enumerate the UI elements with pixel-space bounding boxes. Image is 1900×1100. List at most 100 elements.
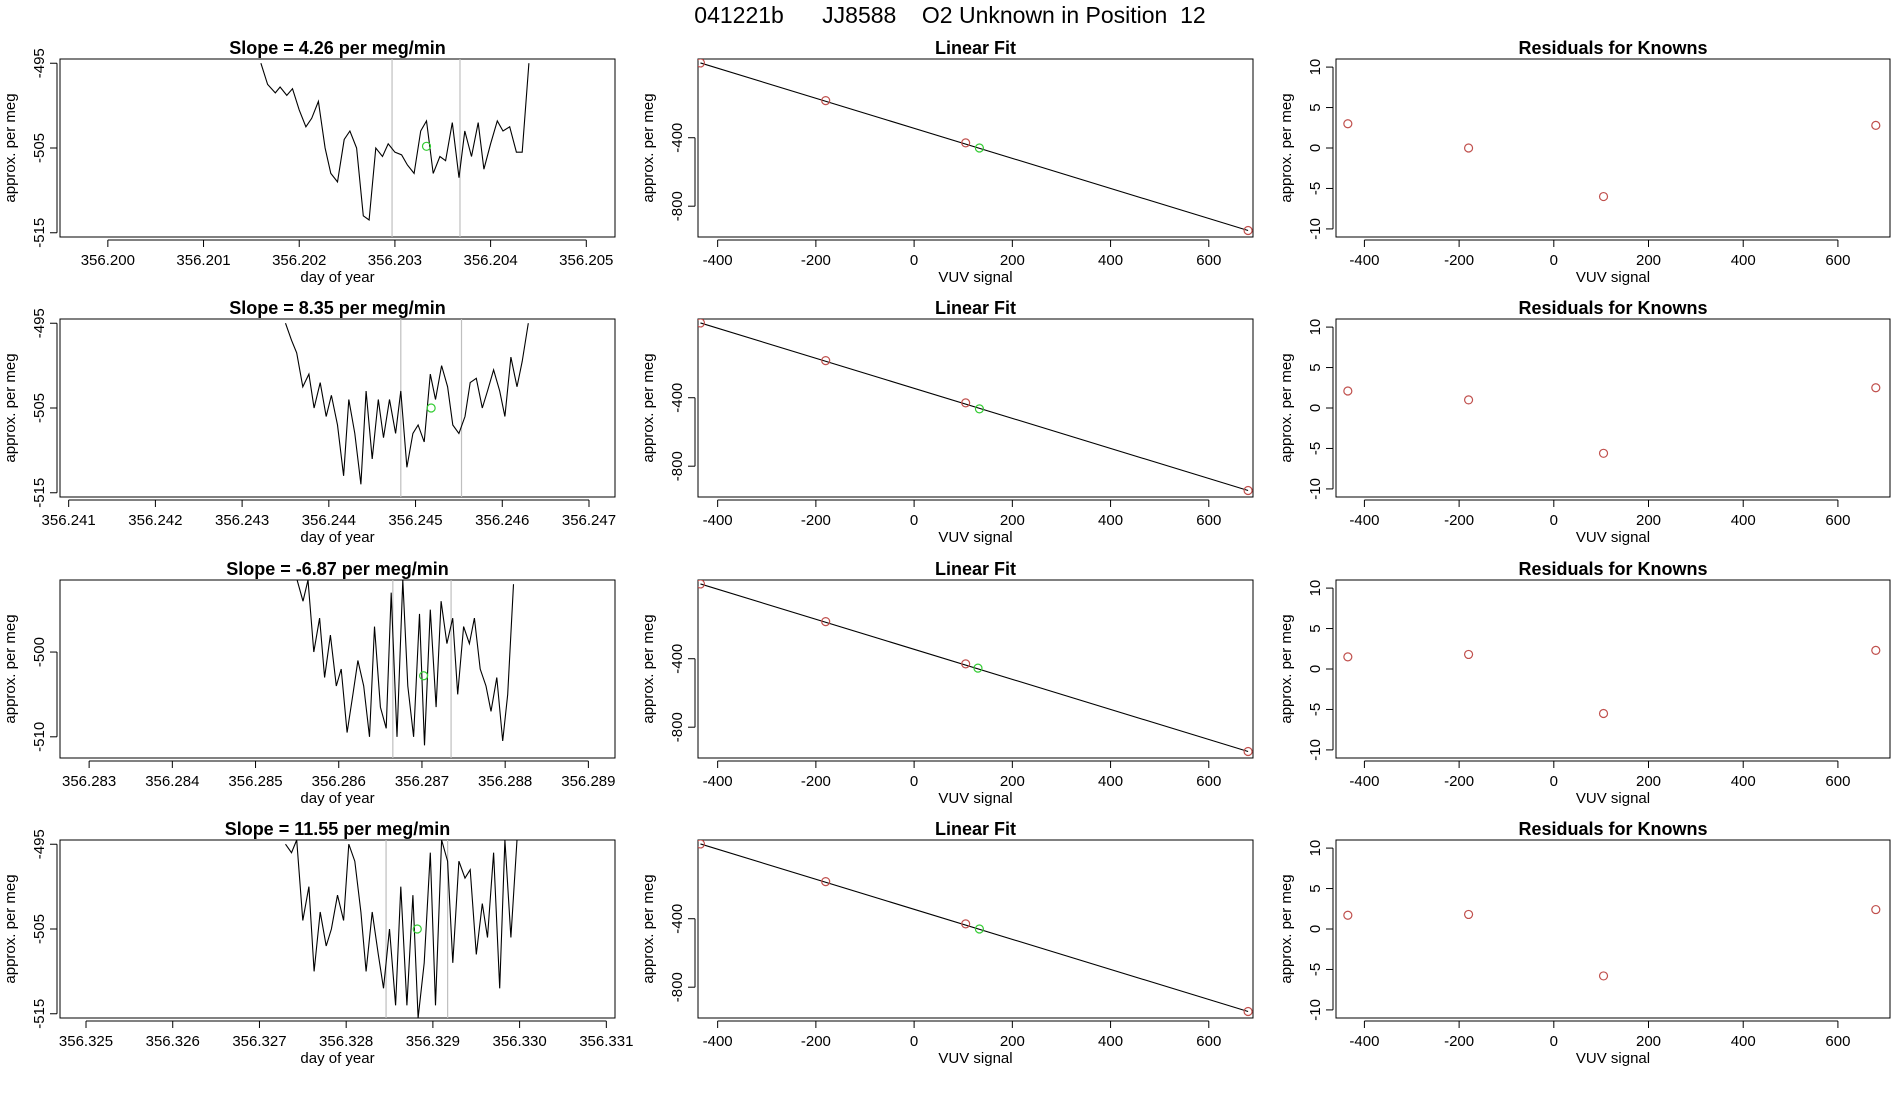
known-point [961,659,971,669]
y-tick-label: -505 [31,914,48,944]
known-point [961,919,971,929]
x-tick-label: 400 [1731,1033,1756,1050]
x-tick-label: 356.283 [62,773,116,790]
y-tick-label: -5 [1307,963,1324,976]
plot-frame [59,579,616,759]
y-tick-label: -515 [31,478,48,508]
known-point [1243,225,1253,236]
x-tick-label: -200 [801,773,831,790]
unknown-point [426,403,436,413]
y-axis-label: approx. per meg [1278,353,1295,462]
plot-frame [697,839,1254,1019]
x-tick-label: 356.289 [561,773,615,790]
x-tick-label: 400 [1731,773,1756,790]
unknown-point [973,663,983,673]
fit-line [700,843,1249,1013]
x-tick-label: -200 [1444,1033,1474,1050]
y-tick-label: 0 [1307,144,1324,152]
y-tick-label: -505 [31,133,48,163]
known-point [821,876,831,887]
known-point [698,580,706,589]
x-tick-label: 400 [1098,773,1123,790]
x-tick-label: 356.202 [272,252,326,269]
x-tick-label: -200 [1444,773,1474,790]
x-tick-label: 0 [1550,773,1558,790]
x-tick-label: 0 [1550,512,1558,529]
x-tick-label: 600 [1196,512,1221,529]
y-axis-label: approx. per meg [640,874,657,983]
x-tick-label: 200 [1636,252,1661,269]
panel-r3-c3: Residuals for Knowns -400 -200 0 200 400 600 VU… [1278,559,1891,807]
known-point [821,95,831,106]
residual-point [1871,383,1881,393]
y-tick-label: -10 [1307,739,1324,761]
y-tick-label: -10 [1307,478,1324,500]
x-tick-label: 356.328 [319,1033,373,1050]
residual-point [1463,395,1474,405]
y-tick-label: -10 [1307,218,1324,240]
residual-point [1598,191,1609,202]
residual-point [1343,119,1353,129]
x-axis-label: VUV signal [938,790,1012,807]
x-tick-label: 200 [1000,252,1025,269]
x-tick-label: 356.330 [492,1033,546,1050]
y-tick-label: -800 [669,712,686,742]
x-axis-label: VUV signal [1576,529,1650,546]
y-tick-label: 5 [1307,624,1324,632]
fit-line [700,322,1249,492]
x-axis-label: day of year [300,1050,374,1067]
x-tick-label: 0 [910,512,918,529]
y-tick-label: -400 [669,123,686,153]
residual-point [1871,904,1881,915]
x-axis-label: day of year [300,269,374,286]
known-point [1243,746,1253,757]
known-point [1243,485,1253,496]
y-tick-label: -5 [1307,182,1324,195]
x-tick-label: -200 [801,252,831,269]
y-axis-label: approx. per meg [640,614,657,723]
y-tick-label: 0 [1307,665,1324,673]
panel-r4-c2: Linear Fit -400 -200 0 200 400 600 VUV signal -8… [640,819,1254,1067]
y-axis-label: approx. per meg [2,614,19,723]
plot-frame [1335,579,1891,759]
x-tick-label: -200 [1444,252,1474,269]
panel-title: Residuals for Knowns [1518,298,1707,318]
plot-frame [1335,318,1891,498]
plot-area [1343,904,1881,981]
known-point [961,138,971,148]
y-axis-label: approx. per meg [640,353,657,462]
x-tick-label: 200 [1000,773,1025,790]
x-tick-label: -400 [703,252,733,269]
plot-frame [697,579,1254,759]
x-tick-label: 356.325 [59,1033,113,1050]
x-tick-label: -400 [703,512,733,529]
plot-area [1343,645,1881,719]
y-tick-label: -5 [1307,442,1324,455]
x-tick-label: 600 [1825,773,1850,790]
panel-title: Residuals for Knowns [1518,38,1707,58]
panel-title: Residuals for Knowns [1518,559,1707,579]
y-tick-label: 10 [1307,319,1324,336]
panel-title: Slope = 4.26 per meg/min [229,38,446,58]
x-tick-label: 600 [1825,512,1850,529]
unknown-point [974,143,985,153]
residual-point [1598,971,1609,981]
plot-frame [1335,58,1891,238]
plot-area [1343,119,1881,202]
panel-title: Slope = -6.87 per meg/min [226,559,449,579]
x-tick-label: 356.203 [368,252,422,269]
plot-area [698,580,1253,757]
x-tick-label: 356.284 [145,773,199,790]
y-tick-label: -10 [1307,999,1324,1021]
series-line [284,323,529,485]
plot-frame [1335,839,1891,1019]
x-tick-label: 356.241 [42,512,96,529]
x-tick-label: 0 [910,773,918,790]
x-tick-label: 356.204 [463,252,517,269]
x-tick-label: 200 [1000,1033,1025,1050]
y-tick-label: 10 [1307,840,1324,857]
x-tick-label: -400 [1349,512,1379,529]
residual-point [1343,386,1353,396]
x-tick-label: 356.245 [388,512,442,529]
x-tick-label: -400 [703,773,733,790]
